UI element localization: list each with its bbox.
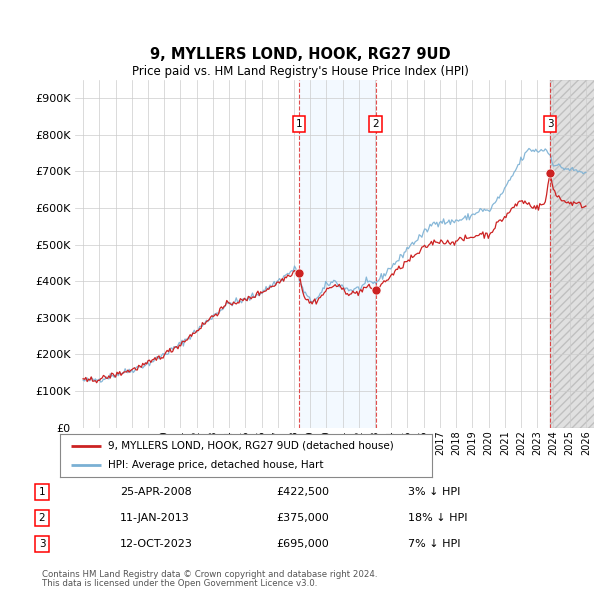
Text: £375,000: £375,000 [276,513,329,523]
Text: 11-JAN-2013: 11-JAN-2013 [120,513,190,523]
Text: 1: 1 [38,487,46,497]
Text: 3% ↓ HPI: 3% ↓ HPI [408,487,460,497]
Bar [550,80,600,428]
Text: 7% ↓ HPI: 7% ↓ HPI [408,539,461,549]
Text: HPI: Average price, detached house, Hart: HPI: Average price, detached house, Hart [109,460,324,470]
Bar [550,80,600,428]
Text: 2: 2 [372,119,379,129]
Text: £695,000: £695,000 [276,539,329,549]
Text: 12-OCT-2023: 12-OCT-2023 [120,539,193,549]
Bar [299,80,376,428]
Text: 3: 3 [547,119,553,129]
Text: 3: 3 [38,539,46,549]
Text: 2: 2 [38,513,46,523]
Text: Price paid vs. HM Land Registry's House Price Index (HPI): Price paid vs. HM Land Registry's House … [131,65,469,78]
Text: Contains HM Land Registry data © Crown copyright and database right 2024.: Contains HM Land Registry data © Crown c… [42,571,377,579]
Text: 25-APR-2008: 25-APR-2008 [120,487,192,497]
Text: 18% ↓ HPI: 18% ↓ HPI [408,513,467,523]
Text: £422,500: £422,500 [276,487,329,497]
Text: 1: 1 [296,119,302,129]
Text: 9, MYLLERS LOND, HOOK, RG27 9UD (detached house): 9, MYLLERS LOND, HOOK, RG27 9UD (detache… [109,441,394,451]
Text: This data is licensed under the Open Government Licence v3.0.: This data is licensed under the Open Gov… [42,579,317,588]
Text: 9, MYLLERS LOND, HOOK, RG27 9UD: 9, MYLLERS LOND, HOOK, RG27 9UD [149,47,451,62]
